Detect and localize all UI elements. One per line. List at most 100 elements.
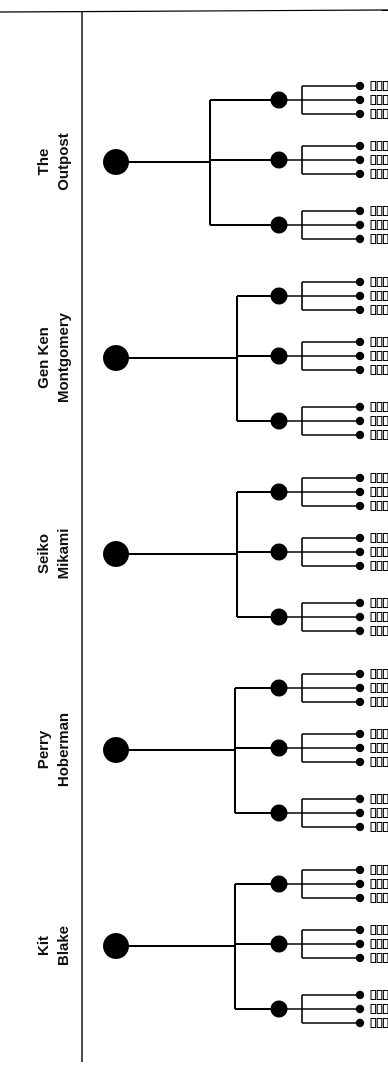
grandchild-node <box>355 561 365 571</box>
leaf-node <box>370 109 377 119</box>
grandchild-node <box>355 220 365 230</box>
leaf-node <box>382 141 388 151</box>
root-node <box>103 933 129 959</box>
leaf-node <box>382 1004 388 1014</box>
leaf-node <box>382 939 388 949</box>
grandchild-node <box>355 794 365 804</box>
leaf-node <box>376 337 383 347</box>
leaf-node <box>370 697 377 707</box>
leaf-node <box>370 291 377 301</box>
grandchild-node <box>355 155 365 165</box>
root-node <box>103 149 129 175</box>
leaf-node <box>376 430 383 440</box>
leaf-node <box>370 95 377 105</box>
leaf-node <box>382 561 388 571</box>
leaf-node <box>370 416 377 426</box>
grandchild-node <box>355 729 365 739</box>
leaf-node <box>382 757 388 767</box>
leaf-node <box>370 501 377 511</box>
leaf-node <box>376 501 383 511</box>
branch-label-line1: Kit <box>35 936 52 956</box>
leaf-node <box>370 547 377 557</box>
branch-label-line1: Perry <box>35 730 52 769</box>
leaf-node <box>370 794 377 804</box>
leaf-node <box>376 925 383 935</box>
grandchild-node <box>355 990 365 1000</box>
leaf-node <box>376 598 383 608</box>
grandchild-node <box>355 1004 365 1014</box>
leaf-node <box>376 95 383 105</box>
leaf-node <box>370 729 377 739</box>
leaf-node <box>376 808 383 818</box>
leaf-node <box>370 169 377 179</box>
leaf-node <box>376 612 383 622</box>
leaf-node <box>376 155 383 165</box>
root-node <box>103 345 129 371</box>
branch-label-line2: Mikami <box>55 529 72 580</box>
grandchild-node <box>355 669 365 679</box>
grandchild-node <box>355 277 365 287</box>
leaf-node <box>376 743 383 753</box>
branch-4 <box>103 669 388 832</box>
leaf-node <box>382 305 388 315</box>
leaf-node <box>382 365 388 375</box>
leaf-node <box>382 743 388 753</box>
leaf-node <box>382 865 388 875</box>
branch-label-line2: Outpost <box>55 133 72 191</box>
grandchild-node <box>355 416 365 426</box>
leaf-node <box>370 683 377 693</box>
leaf-node <box>376 487 383 497</box>
leaf-node <box>376 561 383 571</box>
leaf-node <box>376 953 383 963</box>
leaf-node <box>382 81 388 91</box>
leaf-node <box>370 430 377 440</box>
grandchild-node <box>355 95 365 105</box>
leaf-node <box>382 155 388 165</box>
leaf-node <box>370 337 377 347</box>
leaf-node <box>376 757 383 767</box>
leaf-node <box>382 169 388 179</box>
grandchild-node <box>355 598 365 608</box>
leaf-node <box>376 794 383 804</box>
grandchild-node <box>355 351 365 361</box>
grandchild-node <box>355 893 365 903</box>
leaf-node <box>370 206 377 216</box>
leaf-node <box>370 626 377 636</box>
leaf-node <box>376 169 383 179</box>
leaf-node <box>382 683 388 693</box>
leaf-node <box>376 416 383 426</box>
branch-label-line2: Montgomery <box>55 312 72 403</box>
grandchild-node <box>355 879 365 889</box>
leaf-node <box>370 879 377 889</box>
leaf-node <box>370 893 377 903</box>
leaf-node <box>382 430 388 440</box>
leaf-node <box>376 206 383 216</box>
grandchild-node <box>355 169 365 179</box>
leaf-node <box>370 612 377 622</box>
leaf-node <box>382 109 388 119</box>
leaf-node <box>382 402 388 412</box>
leaf-node <box>370 141 377 151</box>
leaf-node <box>376 220 383 230</box>
leaf-node <box>376 893 383 903</box>
leaf-node <box>382 729 388 739</box>
leaf-node <box>376 141 383 151</box>
leaf-node <box>376 865 383 875</box>
leaf-node <box>382 1018 388 1028</box>
grandchild-node <box>355 612 365 622</box>
grandchild-node <box>355 473 365 483</box>
leaf-node <box>370 743 377 753</box>
leaf-node <box>382 669 388 679</box>
leaf-node <box>370 81 377 91</box>
branch-3 <box>103 473 388 636</box>
grandchild-node <box>355 109 365 119</box>
grandchild-node <box>355 547 365 557</box>
leaf-node <box>376 990 383 1000</box>
leaf-node <box>370 305 377 315</box>
leaf-node <box>376 1018 383 1028</box>
leaf-node <box>370 473 377 483</box>
grandchild-node <box>355 1018 365 1028</box>
leaf-node <box>382 822 388 832</box>
leaf-node <box>370 155 377 165</box>
